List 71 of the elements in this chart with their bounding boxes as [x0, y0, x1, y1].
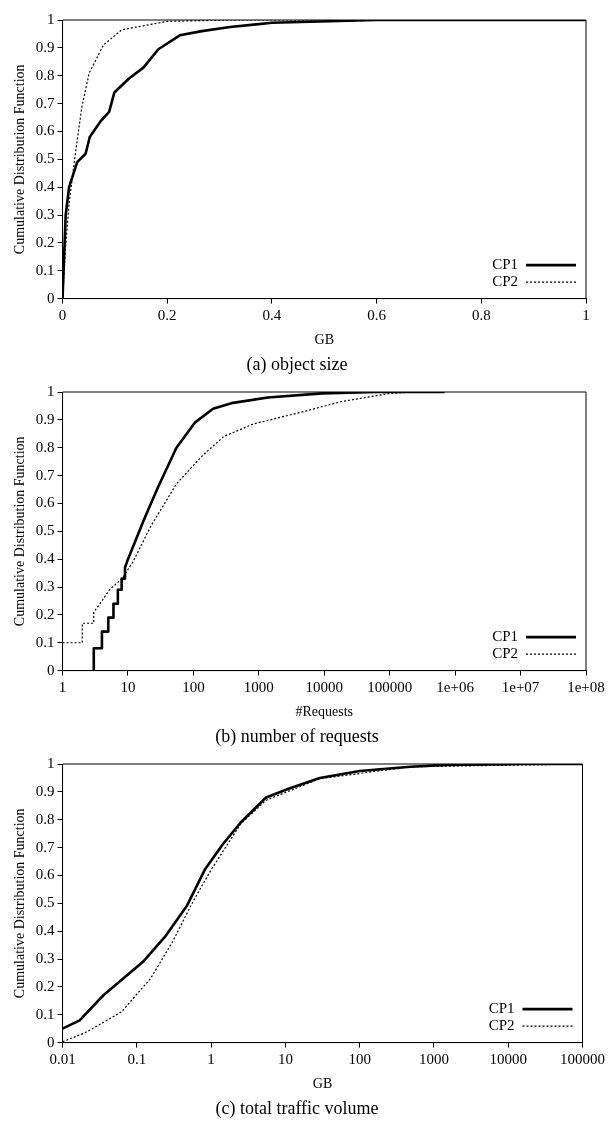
y-tick-label: 0.2 [35, 977, 55, 994]
x-axis-title: GB [314, 331, 334, 347]
x-tick-label: 1 [207, 1050, 215, 1067]
x-axis-title: #Requests [295, 703, 354, 719]
legend-label: CP2 [492, 273, 518, 290]
y-tick-label: 0.9 [35, 782, 55, 799]
x-tick-label: 10000 [305, 678, 344, 695]
x-tick-label: 10 [277, 1050, 293, 1067]
y-axis-title: Cumulative Distribution Function [12, 436, 28, 627]
y-tick-label: 0.4 [35, 178, 56, 195]
y-tick-label: 0.6 [35, 494, 56, 511]
x-tick-label: 100 [348, 1050, 371, 1067]
y-tick-label: 0.5 [35, 522, 55, 539]
y-tick-label: 0.5 [35, 894, 55, 911]
x-tick-label: 10000 [489, 1050, 527, 1067]
legend-label: CP2 [488, 1017, 515, 1034]
y-tick-label: 0.1 [35, 1005, 55, 1022]
y-tick-label: 0.4 [35, 922, 56, 939]
legend-label: CP1 [492, 256, 518, 273]
text: (a) object size [246, 353, 348, 375]
y-tick-label: 0.6 [35, 122, 56, 139]
y-tick-label: 0.1 [35, 261, 55, 278]
y-tick-label: 0.1 [35, 633, 55, 650]
x-tick-label: 1e+06 [436, 678, 475, 695]
y-tick-label: 0.5 [35, 150, 55, 167]
x-axis-title: GB [312, 1075, 333, 1091]
x-tick-label: 1 [582, 306, 590, 323]
x-tick-label: 0.01 [49, 1050, 76, 1067]
y-tick-label: 0.9 [35, 410, 55, 427]
x-tick-label: 100000 [560, 1050, 605, 1067]
y-tick-label: 0 [47, 289, 55, 306]
x-tick-label: 1e+08 [567, 678, 605, 695]
y-tick-label: 0.2 [35, 605, 55, 622]
x-tick-label: 0.6 [367, 306, 387, 323]
x-tick-label: 1000 [243, 678, 274, 695]
x-tick-label: 0.1 [127, 1050, 147, 1067]
y-tick-label: 0.8 [35, 810, 55, 827]
x-tick-label: 1 [58, 678, 67, 695]
y-tick-label: 0.3 [35, 205, 55, 222]
y-tick-label: 0 [47, 661, 55, 678]
y-tick-label: 0.7 [35, 466, 56, 483]
legend-label: CP2 [492, 645, 518, 662]
y-tick-label: 0.3 [35, 949, 55, 966]
x-tick-label: 0 [58, 306, 67, 323]
x-tick-label: 10 [120, 678, 136, 695]
y-tick-label: 0.2 [35, 233, 55, 250]
y-axis-title: Cumulative Distribution Function [12, 808, 28, 999]
y-tick-label: 0.6 [35, 866, 56, 883]
y-tick-label: 0.7 [35, 838, 56, 855]
y-axis-title: Cumulative Distribution Function [12, 64, 28, 255]
x-tick-label: 0.8 [471, 306, 491, 323]
y-tick-label: 0.7 [35, 94, 56, 111]
text: (c) total traffic volume [215, 1097, 379, 1119]
y-tick-label: 1 [47, 10, 55, 27]
y-tick-label: 0 [47, 1033, 55, 1050]
x-tick-label: 0.4 [262, 306, 282, 323]
x-tick-label: 1e+07 [501, 678, 540, 695]
y-tick-label: 0.8 [35, 438, 55, 455]
y-tick-label: 0.9 [35, 38, 55, 55]
legend-label: CP1 [488, 1000, 515, 1017]
y-tick-label: 1 [47, 382, 55, 399]
x-tick-label: 100000 [367, 678, 413, 695]
y-tick-label: 0.4 [35, 550, 56, 567]
y-tick-label: 0.8 [35, 66, 55, 83]
y-tick-label: 0.3 [35, 577, 55, 594]
x-tick-label: 0.2 [157, 306, 177, 323]
y-tick-label: 1 [47, 754, 55, 771]
x-tick-label: 1000 [418, 1050, 449, 1067]
legend-label: CP1 [492, 628, 518, 645]
x-tick-label: 100 [182, 678, 205, 695]
text: (b) number of requests [215, 725, 379, 747]
